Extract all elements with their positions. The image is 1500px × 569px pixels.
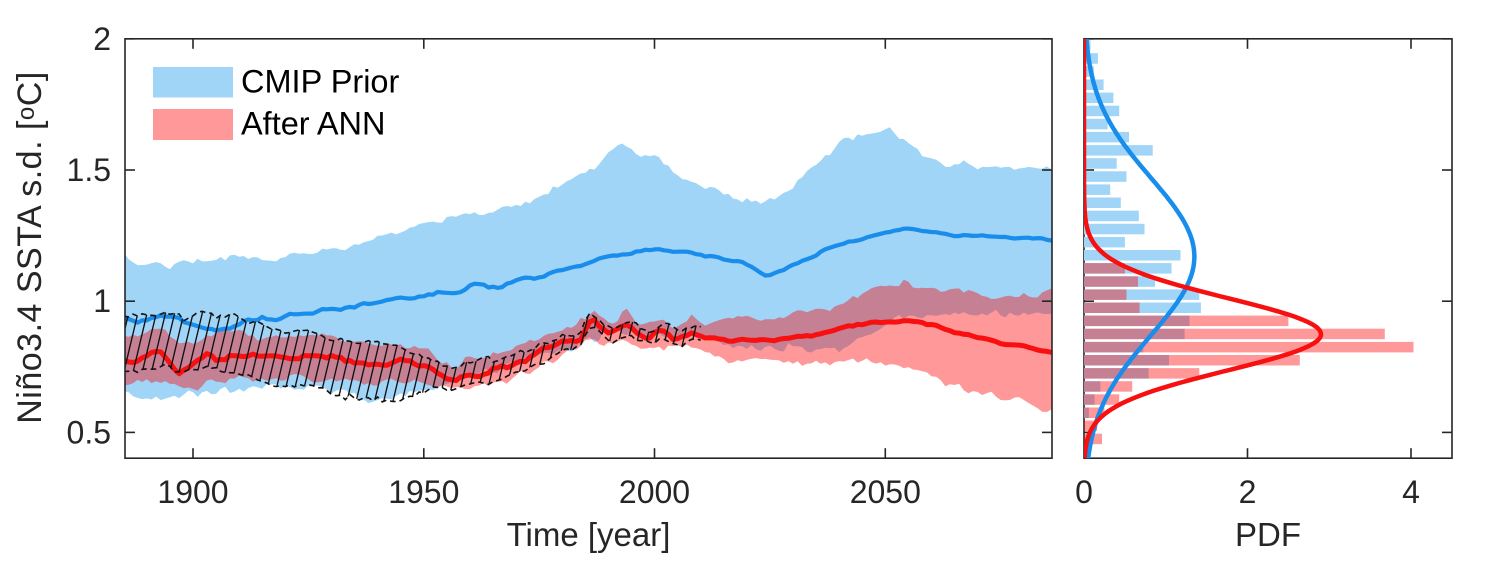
svg-text:After ANN: After ANN — [241, 106, 386, 142]
svg-text:4: 4 — [1402, 474, 1420, 510]
svg-text:2050: 2050 — [850, 474, 921, 510]
svg-text:1900: 1900 — [157, 474, 228, 510]
svg-text:CMIP Prior: CMIP Prior — [241, 64, 399, 100]
svg-text:2: 2 — [93, 21, 111, 57]
svg-text:Time [year]: Time [year] — [507, 516, 671, 553]
svg-text:1.5: 1.5 — [67, 152, 111, 188]
svg-text:0.5: 0.5 — [67, 414, 111, 450]
svg-text:Niño3.4 SSTA s.d. [oC]: Niño3.4 SSTA s.d. [oC] — [11, 71, 49, 424]
svg-text:1950: 1950 — [388, 474, 459, 510]
svg-text:0: 0 — [1075, 474, 1093, 510]
svg-text:1: 1 — [93, 283, 111, 319]
svg-text:PDF: PDF — [1235, 516, 1301, 553]
svg-text:2: 2 — [1239, 474, 1257, 510]
svg-text:2000: 2000 — [619, 474, 690, 510]
